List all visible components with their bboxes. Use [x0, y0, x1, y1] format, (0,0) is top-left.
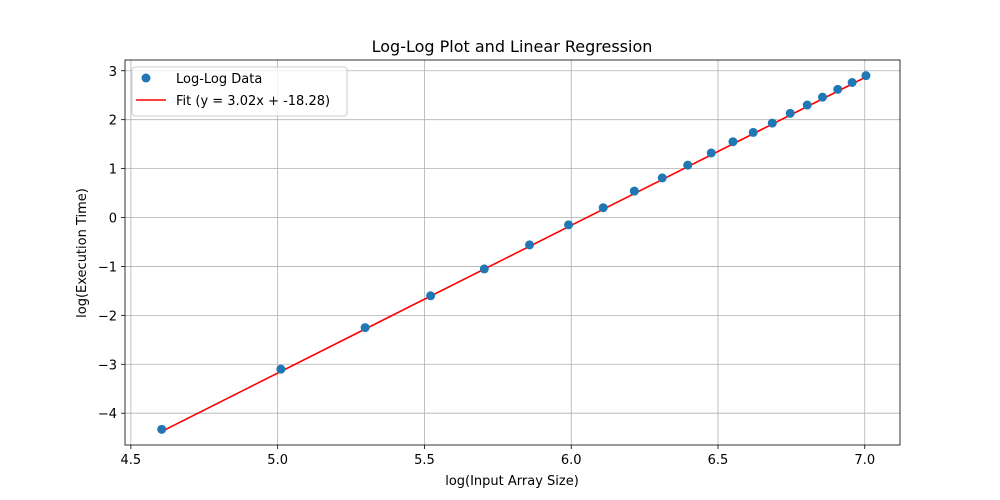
legend-label-fit: Fit (y = 3.02x + -18.28): [176, 94, 330, 109]
y-tick-label: 1: [109, 163, 117, 178]
legend: Log-Log Data Fit (y = 3.02x + -18.28): [131, 66, 348, 117]
data-point: [276, 364, 286, 374]
data-point: [785, 108, 795, 118]
data-point: [861, 71, 871, 81]
data-point: [833, 84, 843, 94]
data-point: [157, 424, 167, 434]
legend-marker-scatter: [141, 73, 151, 83]
data-point: [525, 240, 535, 250]
data-point: [706, 148, 716, 158]
y-tick-label: 3: [109, 65, 117, 80]
data-point: [818, 92, 827, 102]
y-tick-label: −3: [98, 358, 117, 373]
y-axis-label: log(Execution Time): [75, 188, 90, 318]
data-point: [802, 100, 812, 110]
data-point: [847, 78, 857, 88]
legend-label-scatter: Log-Log Data: [176, 72, 262, 87]
plot-area: 4.5 5.0 5.5 6.0 6.5 7.0 −4 −3 −2 −1 0 1 2 3: [98, 59, 901, 468]
axes-frame: [124, 59, 901, 446]
chart-title: Log-Log Plot and Linear Regression: [372, 37, 653, 56]
x-tick-label: 5.5: [414, 453, 435, 468]
data-point: [360, 323, 370, 333]
x-tick-label: 6.0: [561, 453, 582, 468]
y-tick-label: −1: [98, 260, 117, 275]
y-tick-label: −4: [98, 407, 117, 422]
data-point: [629, 186, 639, 196]
legend-box: [131, 66, 348, 117]
x-tick-label: 5.0: [267, 453, 288, 468]
data-point: [479, 264, 489, 274]
data-point: [748, 127, 758, 137]
x-tick-label: 6.5: [708, 453, 729, 468]
data-point: [426, 291, 436, 301]
y-tick-label: 0: [109, 212, 117, 227]
x-axis-label: log(Input Array Size): [445, 474, 579, 489]
data-point: [728, 137, 738, 147]
x-tick-label: 4.5: [121, 453, 142, 468]
data-point: [564, 220, 574, 230]
data-point: [598, 203, 608, 213]
x-tick-label: 7.0: [854, 453, 875, 468]
y-tick-label: −2: [98, 309, 117, 324]
data-point: [657, 173, 667, 183]
y-tick-label: 2: [109, 114, 117, 129]
data-point: [683, 160, 693, 170]
data-point: [767, 118, 777, 128]
